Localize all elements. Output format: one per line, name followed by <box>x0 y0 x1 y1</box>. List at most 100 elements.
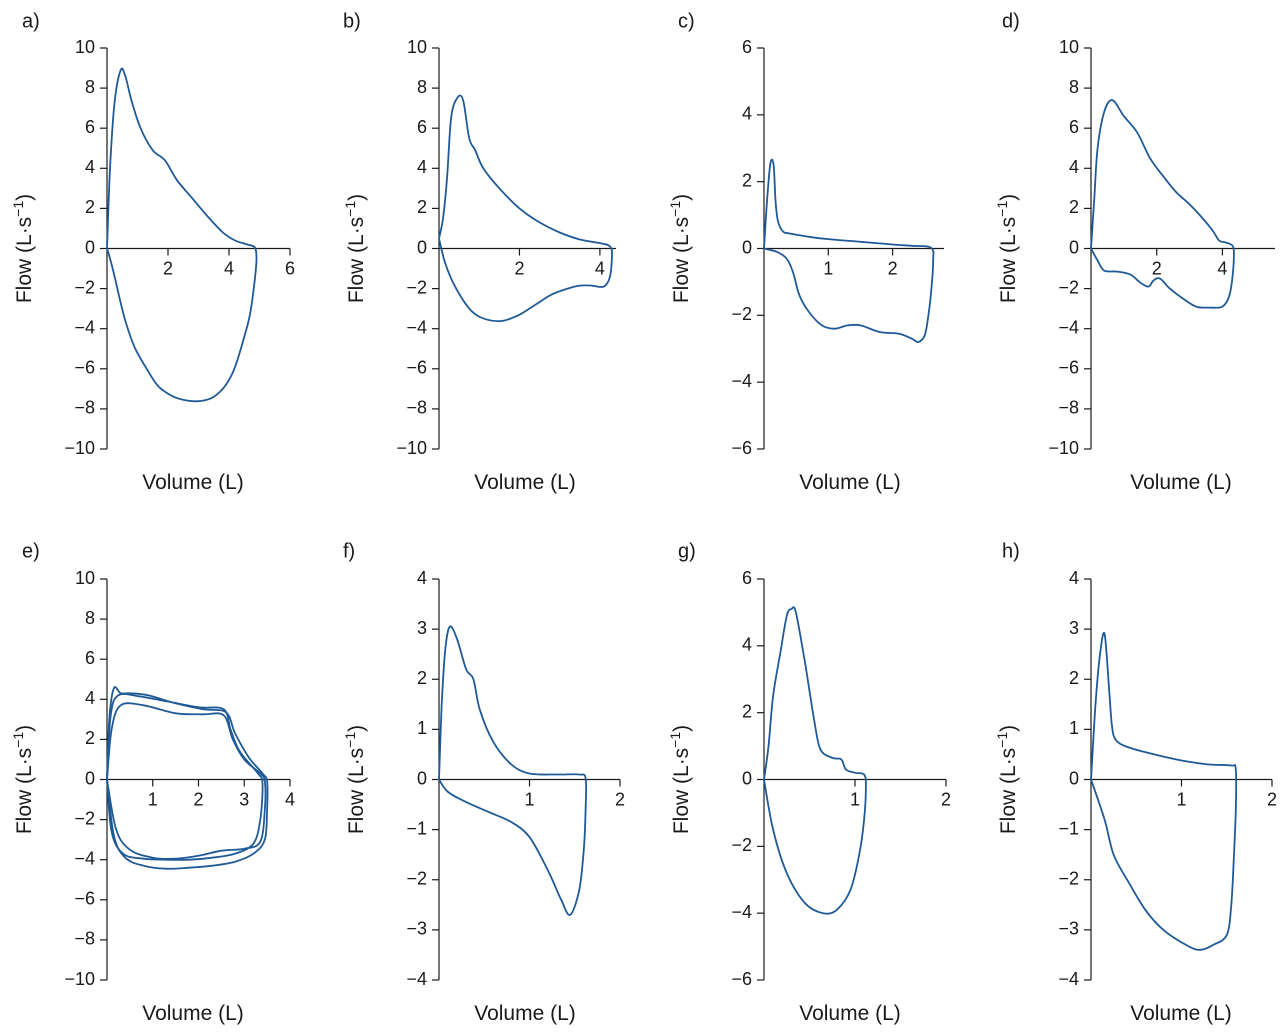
x-tick-label: 1 <box>148 790 158 810</box>
x-axis-title: Volume (L) <box>799 471 901 494</box>
panel-1: a) 10 8 6 4 2 0 −2 −4 −6 −8 −10 2 4 6 Volume (L) Flow (L… <box>10 10 295 494</box>
y-tick-label: 2 <box>742 170 752 190</box>
y-tick-label: −2 <box>731 835 752 855</box>
y-tick-label: 6 <box>742 37 752 57</box>
y-tick-label: 4 <box>85 688 95 708</box>
y-axis-title: Flow (L·s−1) <box>342 194 368 303</box>
y-tick-label: 4 <box>1069 568 1079 588</box>
y-tick-label: 4 <box>742 104 752 124</box>
y-tick-label: 0 <box>417 768 427 788</box>
y-tick-label: 8 <box>1069 77 1079 97</box>
y-tick-label: 2 <box>742 701 752 721</box>
flow-volume-loop-1 <box>763 158 935 344</box>
y-axis-title: Flow (L·s−1) <box>667 725 693 834</box>
y-tick-label: 0 <box>417 237 427 257</box>
y-axis-title: Flow (L·s−1) <box>667 194 693 303</box>
panel-label: e) <box>22 540 40 562</box>
y-tick-label: −8 <box>1058 398 1079 418</box>
y-tick-label: −4 <box>406 969 427 989</box>
panel-label: f) <box>343 540 355 562</box>
y-tick-label: −2 <box>1058 277 1079 297</box>
flow-volume-loop-1 <box>438 625 588 916</box>
x-tick-label: 2 <box>941 790 951 810</box>
panel-3: c) 6 4 2 0 −2 −4 −6 1 2 Volume (L) Flow (L·s−1) <box>667 10 944 494</box>
y-tick-label: 8 <box>417 77 427 97</box>
y-tick-label: 3 <box>417 618 427 638</box>
y-tick-label: −2 <box>74 808 95 828</box>
x-tick-label: 2 <box>1152 259 1162 279</box>
y-tick-label: 2 <box>85 197 95 217</box>
panel-label: d) <box>1002 10 1020 32</box>
x-tick-label: 2 <box>514 259 524 279</box>
y-tick-label: −6 <box>74 358 95 378</box>
y-tick-label: −2 <box>731 304 752 324</box>
x-tick-label: 2 <box>888 259 898 279</box>
x-tick-label: 3 <box>239 790 249 810</box>
panel-5: e) 10 8 6 4 2 0 −2 −4 −6 −8 −10 1 2 3 4 Volume (L) Flow (… <box>10 540 295 1025</box>
y-tick-label: −8 <box>74 398 95 418</box>
flow-volume-loop-2 <box>106 702 267 860</box>
y-tick-label: −1 <box>406 818 427 838</box>
x-axis-title: Volume (L) <box>142 1002 244 1025</box>
panel-8: h) 4 3 2 1 0 −1 −2 −3 −4 1 2 Volume (L) Flow (L·s−1) <box>994 540 1277 1025</box>
y-tick-label: −8 <box>406 398 427 418</box>
y-tick-label: 0 <box>85 237 95 257</box>
y-tick-label: −8 <box>74 929 95 949</box>
panel-label: a) <box>22 10 40 32</box>
y-tick-label: 4 <box>417 568 427 588</box>
y-tick-label: −10 <box>1048 438 1079 458</box>
y-tick-label: −4 <box>731 902 752 922</box>
y-tick-label: −4 <box>74 317 95 337</box>
flow-volume-loop-1 <box>106 67 258 403</box>
x-tick-label: 2 <box>615 790 625 810</box>
panel-label: h) <box>1002 540 1020 562</box>
y-tick-label: 6 <box>742 568 752 588</box>
y-axis-title: Flow (L·s−1) <box>10 725 36 834</box>
y-tick-label: −2 <box>406 869 427 889</box>
y-axis-title: Flow (L·s−1) <box>10 194 36 303</box>
x-tick-label: 4 <box>285 790 295 810</box>
y-tick-label: 8 <box>85 77 95 97</box>
panel-label: c) <box>678 10 695 32</box>
y-tick-label: −1 <box>1058 818 1079 838</box>
y-axis-title: Flow (L·s−1) <box>342 725 368 834</box>
y-tick-label: 0 <box>742 768 752 788</box>
y-tick-label: −6 <box>1058 358 1079 378</box>
y-tick-label: −10 <box>396 438 427 458</box>
panel-6: f) 4 3 2 1 0 −1 −2 −3 −4 1 2 Volume (L) Flow (L·s−1) <box>342 540 625 1025</box>
y-tick-label: 3 <box>1069 618 1079 638</box>
y-tick-label: 2 <box>1069 668 1079 688</box>
y-tick-label: −3 <box>406 919 427 939</box>
y-tick-label: −4 <box>406 317 427 337</box>
y-tick-label: 6 <box>417 117 427 137</box>
y-tick-label: 10 <box>407 37 427 57</box>
x-tick-label: 4 <box>1217 259 1227 279</box>
x-tick-label: 1 <box>1176 790 1186 810</box>
flow-volume-loop-1 <box>1090 631 1238 951</box>
x-tick-label: 2 <box>163 259 173 279</box>
y-tick-label: −6 <box>731 438 752 458</box>
y-tick-label: −2 <box>74 277 95 297</box>
x-axis-title: Volume (L) <box>474 471 576 494</box>
x-axis-title: Volume (L) <box>1130 1002 1232 1025</box>
x-tick-label: 1 <box>524 790 534 810</box>
y-tick-label: −4 <box>731 371 752 391</box>
y-tick-label: 0 <box>1069 237 1079 257</box>
panel-4: d) 10 8 6 4 2 0 −2 −4 −6 −8 −10 2 4 Volume (L) Flow (L·… <box>994 10 1275 494</box>
y-tick-label: 2 <box>1069 197 1079 217</box>
y-tick-label: 4 <box>742 635 752 655</box>
x-axis-title: Volume (L) <box>142 471 244 494</box>
y-tick-label: 1 <box>1069 718 1079 738</box>
x-tick-label: 2 <box>193 790 203 810</box>
y-tick-label: −10 <box>64 438 95 458</box>
y-tick-label: 10 <box>75 568 95 588</box>
x-tick-label: 2 <box>1267 790 1277 810</box>
x-axis-title: Volume (L) <box>799 1002 901 1025</box>
x-axis-title: Volume (L) <box>474 1002 576 1025</box>
x-tick-label: 6 <box>285 259 295 279</box>
y-tick-label: 10 <box>1059 37 1079 57</box>
y-tick-label: 8 <box>85 608 95 628</box>
y-tick-label: −3 <box>1058 919 1079 939</box>
y-tick-label: −6 <box>406 358 427 378</box>
